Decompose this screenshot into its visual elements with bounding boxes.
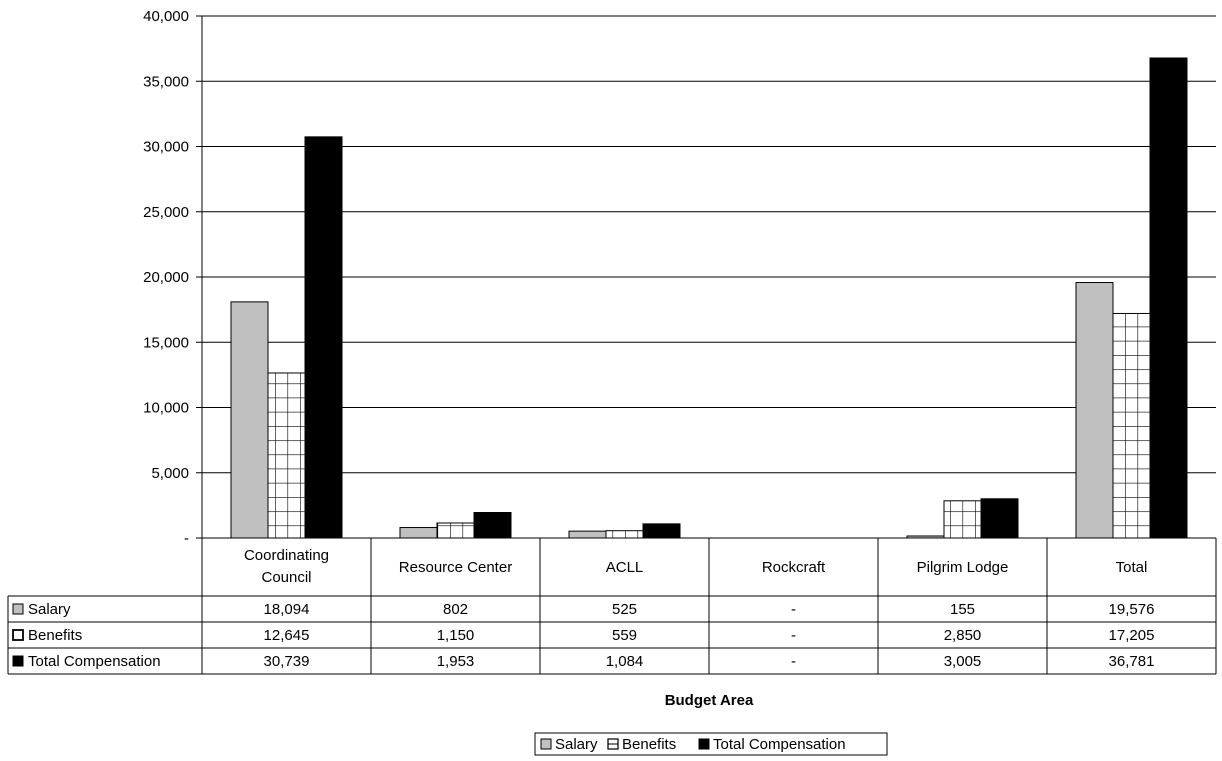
bar-total-compensation — [304, 136, 343, 539]
x-axis-title: Budget Area — [665, 692, 754, 709]
y-tick-label: 10,000 — [143, 400, 189, 417]
series-row-label: Benefits — [28, 627, 82, 644]
bar-benefits — [436, 522, 475, 539]
category-label: Total — [1116, 559, 1148, 576]
bar-total-compensation — [1149, 57, 1188, 539]
legend-key-0 — [12, 603, 24, 615]
legend-label: Salary — [555, 736, 598, 753]
bar-salary — [568, 530, 607, 539]
legend-label: Total Compensation — [713, 736, 846, 753]
legend-key-2 — [12, 655, 24, 667]
y-tick-label: 35,000 — [143, 73, 189, 90]
data-label: 1,953 — [437, 653, 475, 670]
y-tick-label: 5,000 — [151, 465, 189, 482]
legend-box — [534, 732, 888, 756]
y-tick-label: 25,000 — [143, 204, 189, 221]
data-label: 18,094 — [264, 601, 310, 618]
bar-benefits — [605, 530, 644, 539]
legend-key-1 — [12, 629, 24, 641]
data-label: 802 — [443, 601, 468, 618]
data-label: - — [791, 627, 796, 644]
bar-salary — [906, 535, 945, 539]
bar-total-compensation — [642, 523, 681, 539]
data-label: 559 — [612, 627, 637, 644]
y-tick-label: 15,000 — [143, 334, 189, 351]
category-label: ACLL — [606, 559, 644, 576]
bar-benefits — [943, 500, 982, 539]
data-label: - — [791, 653, 796, 670]
category-label: Rockcraft — [762, 559, 826, 576]
legend-swatch — [540, 738, 552, 750]
legend-swatch — [698, 738, 710, 750]
data-label: 19,576 — [1109, 601, 1155, 618]
data-label: 2,850 — [944, 627, 982, 644]
y-tick-label: - — [184, 530, 189, 547]
category-label: Pilgrim Lodge — [917, 559, 1009, 576]
data-label: 36,781 — [1109, 653, 1155, 670]
bar-benefits — [267, 372, 306, 539]
legend-label: Benefits — [622, 736, 676, 753]
data-label: 1,084 — [606, 653, 644, 670]
bar-salary — [1075, 282, 1114, 539]
bar-benefits — [1112, 312, 1151, 539]
y-tick-label: 40,000 — [143, 8, 189, 25]
bar-total-compensation — [980, 498, 1019, 539]
y-tick-label: 20,000 — [143, 269, 189, 286]
bar-salary — [230, 301, 269, 539]
data-label: 30,739 — [264, 653, 310, 670]
data-label: - — [791, 601, 796, 618]
bar-salary — [399, 527, 438, 539]
bar-total-compensation — [473, 512, 512, 539]
data-label: 17,205 — [1109, 627, 1155, 644]
data-label: 1,150 — [437, 627, 475, 644]
series-row-label: Total Compensation — [28, 653, 161, 670]
category-label: Council — [261, 569, 311, 586]
data-label: 12,645 — [264, 627, 310, 644]
data-label: 525 — [612, 601, 637, 618]
y-tick-label: 30,000 — [143, 139, 189, 156]
series-row-label: Salary — [28, 601, 71, 618]
data-label: 155 — [950, 601, 975, 618]
category-label: Resource Center — [399, 559, 512, 576]
data-label: 3,005 — [944, 653, 982, 670]
category-label: Coordinating — [244, 547, 329, 564]
